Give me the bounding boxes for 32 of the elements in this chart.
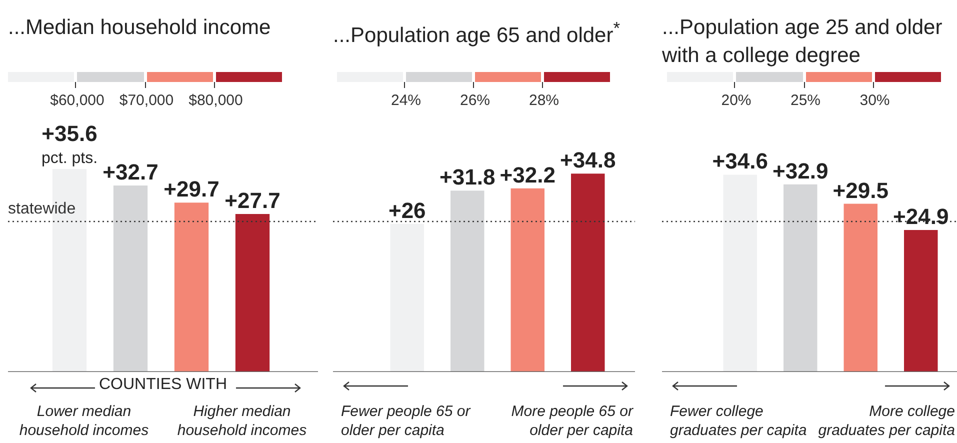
data-label: +34.8 [560, 148, 616, 173]
data-label: +35.6 pct. pts. [41, 121, 98, 168]
text: Fewer college graduates per capita [670, 402, 808, 440]
data-label: +26 [388, 198, 426, 223]
data-label: +27.7 [224, 188, 280, 214]
text: $70,000 [118, 92, 175, 109]
text: 30% [858, 92, 891, 109]
text: 25% [789, 92, 822, 109]
chart-title: ...Median household income [8, 15, 272, 41]
x-axis-title: COUNTIES WITH [98, 376, 228, 394]
data-label: +31.8 [440, 164, 496, 190]
text: $80,000 [188, 92, 244, 109]
text: 24% [390, 92, 422, 109]
chart-title: ...Population age 65 and older$^{*}$ [333, 17, 622, 49]
text: Higher median household incomes [176, 402, 308, 440]
data-label: +34.6 [712, 148, 768, 174]
data-label: +24.9 [893, 204, 949, 230]
data-label: +32.9 [772, 158, 828, 184]
text: $60,000 [49, 92, 106, 109]
data-label: +29.7 [164, 176, 220, 202]
text: 20% [720, 92, 752, 109]
text: Lower median household incomes [18, 402, 150, 440]
text: More people 65 or older per capita [510, 402, 633, 440]
data-label: +32.7 [102, 160, 158, 185]
data-label: +29.5 [832, 178, 888, 203]
text: 26% [458, 92, 492, 109]
text: More college graduates per capita [817, 402, 955, 440]
data-label: +32.2 [500, 162, 556, 188]
text: 28% [528, 92, 560, 109]
chart-title: ...Population age 25 and older with a college degree [662, 15, 944, 69]
text: Fewer people 65 or older per capita [341, 402, 472, 440]
ref-line-label: statewide [8, 200, 76, 218]
